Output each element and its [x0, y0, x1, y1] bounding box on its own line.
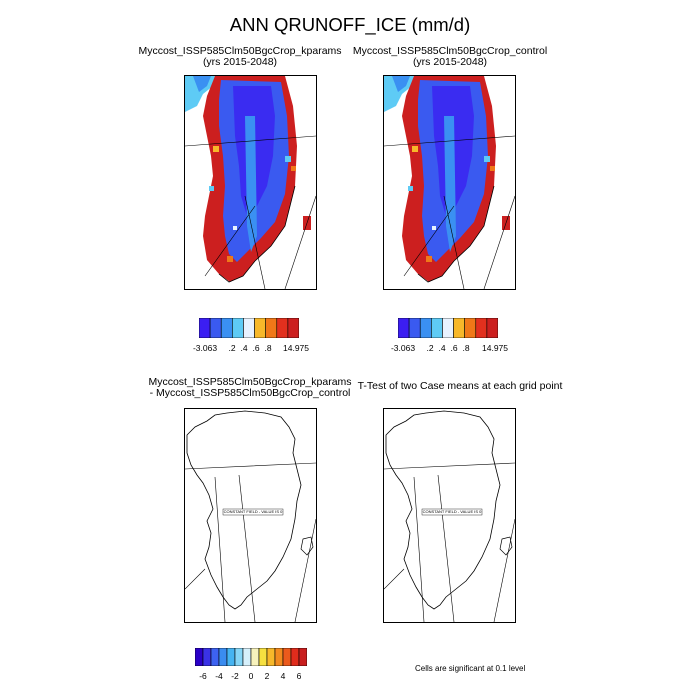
colorbar-control-swatch-4 — [442, 317, 454, 339]
colorbar-kparams-swatches — [198, 317, 300, 339]
panel-4-title: T-Test of two Case means at each grid po… — [340, 381, 580, 392]
colorbar-kparams-swatch-1 — [209, 317, 222, 339]
map-panel-ttest: CONSTANT FIELD - VALUE IS 0 — [383, 408, 516, 623]
colorbar-kparams-swatch-5 — [254, 317, 266, 339]
colorbar-difference-swatch-6 — [242, 647, 252, 667]
colorbar-difference-swatch-10 — [274, 647, 284, 667]
panel-3-title: Myccost_ISSP585Clm50BgcCrop_kparams - My… — [130, 377, 370, 399]
map-ttest-svg — [384, 410, 515, 622]
colorbar-difference-swatch-12 — [290, 647, 300, 667]
colorbar-kparams — [198, 317, 300, 343]
colorbar-control-label-1: .2 — [426, 343, 434, 353]
colorbar-kparams-swatch-0 — [198, 317, 211, 339]
colorbar-kparams-swatch-3 — [232, 317, 244, 339]
colorbar-difference — [194, 647, 308, 671]
panel-1-title: Myccost_ISSP585Clm50BgcCrop_kparams (yrs… — [130, 46, 350, 68]
colorbar-difference-swatch-5 — [234, 647, 244, 667]
colorbar-difference-label-0: -6 — [199, 671, 207, 681]
map-panel-kparams — [184, 75, 317, 290]
colorbar-difference-label-3: 0 — [248, 671, 254, 681]
difference-constant-field-label: CONSTANT FIELD - VALUE IS 0 — [223, 509, 283, 514]
colorbar-control-swatch-0 — [397, 317, 410, 339]
colorbar-difference-swatch-1 — [202, 647, 212, 667]
colorbar-difference-swatch-0 — [194, 647, 204, 667]
colorbar-difference-label-2: -2 — [231, 671, 239, 681]
colorbar-control-label-0: -3.063 — [390, 343, 416, 353]
significance-note: Cells are significant at 0.1 level — [415, 664, 526, 673]
colorbar-kparams-swatch-4 — [243, 317, 255, 339]
colorbar-difference-label-5: 4 — [280, 671, 286, 681]
colorbar-control-label-5: 14.975 — [482, 343, 508, 353]
colorbar-difference-swatch-3 — [218, 647, 228, 667]
colorbar-control-swatches — [397, 317, 499, 339]
colorbar-difference-label-1: -4 — [215, 671, 223, 681]
colorbar-kparams-label-1: .2 — [228, 343, 236, 353]
colorbar-control-label-3: .6 — [450, 343, 458, 353]
colorbar-kparams-label-5: 14.975 — [283, 343, 309, 353]
colorbar-difference-label-6: 6 — [296, 671, 302, 681]
colorbar-control-swatch-3 — [431, 317, 443, 339]
map-control-svg — [384, 76, 515, 289]
colorbar-control — [397, 317, 499, 343]
colorbar-control-swatch-6 — [464, 317, 477, 339]
panel-3-title-line1: Myccost_ISSP585Clm50BgcCrop_kparams — [148, 376, 352, 388]
panel-2-title: Myccost_ISSP585Clm50BgcCrop_control (yrs… — [340, 46, 560, 68]
colorbar-kparams-swatch-8 — [287, 317, 300, 339]
map-difference-svg — [185, 410, 316, 622]
colorbar-difference-label-4: 2 — [264, 671, 270, 681]
colorbar-difference-swatches — [194, 647, 308, 667]
colorbar-control-label-2: .4 — [438, 343, 446, 353]
colorbar-kparams-swatch-7 — [276, 317, 289, 339]
panel-4-title-line1: T-Test of two Case means at each grid po… — [357, 380, 563, 392]
colorbar-difference-swatch-4 — [226, 647, 236, 667]
panel-1-title-line2: (yrs 2015-2048) — [202, 56, 278, 68]
colorbar-difference-swatch-13 — [298, 647, 308, 667]
colorbar-control-swatch-8 — [486, 317, 499, 339]
panel-2-title-line2: (yrs 2015-2048) — [412, 56, 488, 68]
map-panel-control — [383, 75, 516, 290]
colorbar-control-swatch-5 — [453, 317, 465, 339]
panel-3-title-line2: - Myccost_ISSP585Clm50BgcCrop_control — [149, 387, 351, 399]
colorbar-control-label-4: .8 — [462, 343, 470, 353]
colorbar-control-swatch-7 — [475, 317, 488, 339]
colorbar-difference-swatch-8 — [258, 647, 268, 667]
colorbar-difference-swatch-2 — [210, 647, 220, 667]
colorbar-control-swatch-2 — [419, 317, 432, 339]
colorbar-kparams-swatch-2 — [220, 317, 233, 339]
colorbar-difference-swatch-7 — [250, 647, 260, 667]
colorbar-kparams-label-2: .4 — [240, 343, 248, 353]
colorbar-kparams-label-3: .6 — [252, 343, 260, 353]
colorbar-kparams-label-0: -3.063 — [192, 343, 218, 353]
main-title: ANN QRUNOFF_ICE (mm/d) — [229, 14, 471, 35]
map-panel-difference: CONSTANT FIELD - VALUE IS 0 — [184, 408, 317, 623]
colorbar-kparams-label-4: .8 — [264, 343, 272, 353]
ttest-constant-field-label: CONSTANT FIELD - VALUE IS 0 — [422, 509, 482, 514]
map-kparams-svg — [185, 76, 316, 289]
panel-1-title-line1: Myccost_ISSP585Clm50BgcCrop_kparams — [138, 45, 342, 57]
colorbar-difference-swatch-11 — [282, 647, 292, 667]
colorbar-difference-swatch-9 — [266, 647, 276, 667]
colorbar-control-swatch-1 — [408, 317, 421, 339]
colorbar-kparams-swatch-6 — [265, 317, 278, 339]
panel-2-title-line1: Myccost_ISSP585Clm50BgcCrop_control — [352, 45, 548, 57]
